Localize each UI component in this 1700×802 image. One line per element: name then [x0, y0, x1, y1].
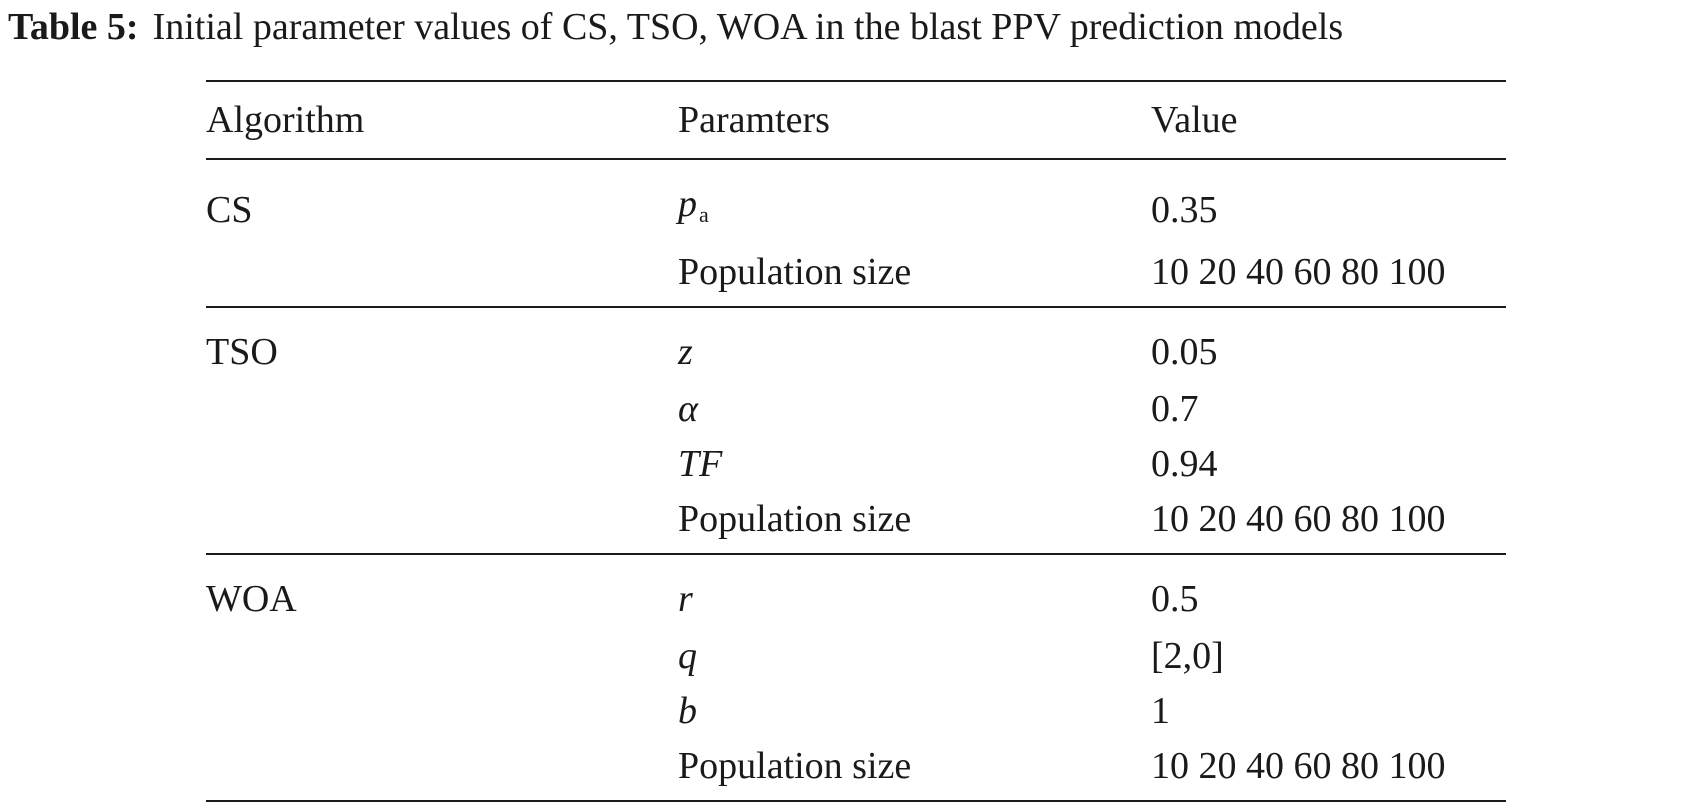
- value-cell: 0.94: [1151, 443, 1218, 485]
- parameter-cell: r: [678, 554, 1151, 629]
- algorithm-cell-empty: [206, 739, 678, 801]
- parameter-base: p: [678, 183, 697, 225]
- algorithm-cell-empty: [206, 684, 678, 739]
- table-row: b 1: [206, 684, 1506, 739]
- caption-text: Initial parameter values of CS, TSO, WOA…: [152, 6, 1344, 48]
- caption-label: Table 5:: [8, 6, 139, 48]
- parameter-cell: α: [678, 382, 1151, 437]
- table-row: TSO z 0.05: [206, 307, 1506, 382]
- algorithm-cell: TSO: [206, 331, 278, 373]
- value-cell: 10 20 40 60 80 100: [1151, 251, 1446, 293]
- parameter-symbol: q: [678, 635, 697, 677]
- algorithm-cell-empty: [206, 629, 678, 684]
- table-row: Population size 10 20 40 60 80 100: [206, 739, 1506, 801]
- parameter-cell: Population size: [678, 498, 912, 540]
- parameter-subscript: a: [699, 202, 709, 227]
- header-row: Algorithm Paramters Value: [206, 81, 1506, 159]
- value-cell: 0.7: [1151, 388, 1199, 430]
- header-value: Value: [1151, 99, 1238, 141]
- table-row: α 0.7: [206, 382, 1506, 437]
- table-row: TF 0.94: [206, 437, 1506, 492]
- table-caption: Table 5: Initial parameter values of CS, …: [8, 2, 1698, 52]
- table-row: Population size 10 20 40 60 80 100: [206, 245, 1506, 307]
- value-cell: 0.05: [1151, 331, 1218, 373]
- value-cell: 0.35: [1151, 188, 1218, 231]
- parameter-cell: Population size: [678, 251, 912, 293]
- table-row: Population size 10 20 40 60 80 100: [206, 492, 1506, 554]
- parameter-table-container: Algorithm Paramters Value CS pa 0.35 Pop…: [206, 80, 1506, 802]
- header-algorithm: Algorithm: [206, 99, 365, 141]
- algorithm-cell: CS: [206, 188, 253, 231]
- value-cell: 10 20 40 60 80 100: [1151, 745, 1446, 787]
- parameter-symbol: z: [678, 331, 693, 373]
- algorithm-cell-empty: [206, 382, 678, 437]
- table-row: WOA r 0.5: [206, 554, 1506, 629]
- group-cs: CS pa 0.35 Population size 10 20 40 60 8…: [206, 159, 1506, 307]
- parameter-symbol: pa: [678, 183, 709, 227]
- value-cell: 1: [1151, 690, 1170, 732]
- parameter-cell: pa: [678, 159, 1151, 245]
- parameter-table: Algorithm Paramters Value CS pa 0.35 Pop…: [206, 80, 1506, 802]
- header-parameters: Paramters: [678, 99, 830, 141]
- parameter-cell: q: [678, 629, 1151, 684]
- table-row: q [2,0]: [206, 629, 1506, 684]
- algorithm-cell-empty: [206, 245, 678, 307]
- parameter-symbol: α: [678, 388, 698, 430]
- algorithm-cell-empty: [206, 492, 678, 554]
- group-woa: WOA r 0.5 q [2,0] b 1 Population size 10…: [206, 554, 1506, 801]
- parameter-cell: TF: [678, 437, 1151, 492]
- algorithm-cell: WOA: [206, 578, 297, 620]
- table-row: CS pa 0.35: [206, 159, 1506, 245]
- parameter-symbol: b: [678, 690, 697, 732]
- value-cell: 10 20 40 60 80 100: [1151, 498, 1446, 540]
- table-header: Algorithm Paramters Value: [206, 81, 1506, 159]
- parameter-cell: b: [678, 684, 1151, 739]
- group-tso: TSO z 0.05 α 0.7 TF 0.94 Population size…: [206, 307, 1506, 554]
- value-cell: [2,0]: [1151, 635, 1224, 677]
- value-cell: 0.5: [1151, 578, 1199, 620]
- parameter-symbol: TF: [678, 443, 723, 485]
- parameter-cell: z: [678, 307, 1151, 382]
- algorithm-cell-empty: [206, 437, 678, 492]
- parameter-cell: Population size: [678, 745, 912, 787]
- parameter-symbol: r: [678, 578, 693, 620]
